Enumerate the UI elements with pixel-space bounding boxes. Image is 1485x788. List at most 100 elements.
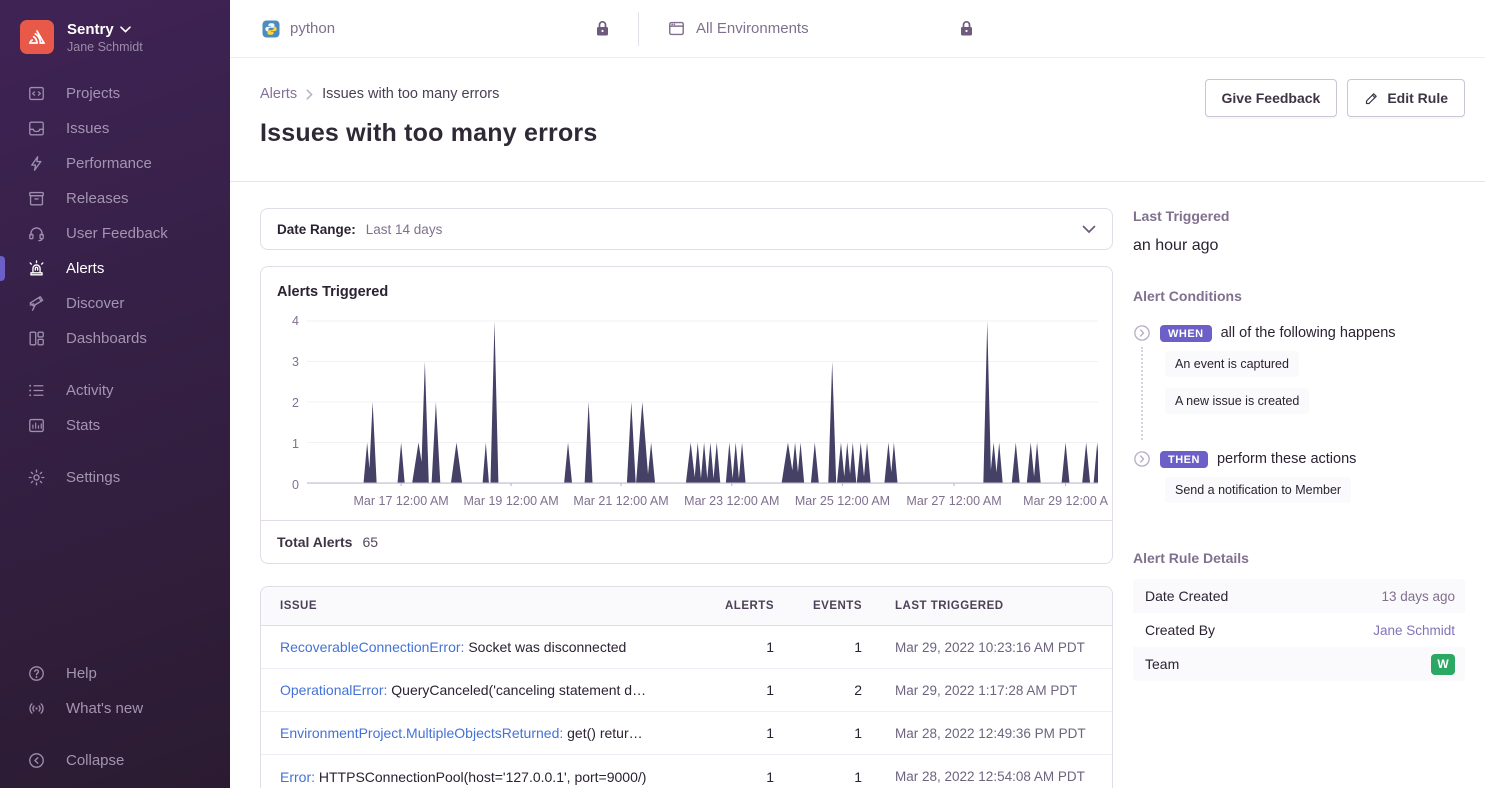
total-alerts-value: 65 <box>362 534 379 550</box>
breadcrumb-alerts-link[interactable]: Alerts <box>260 86 298 102</box>
then-badge: THEN <box>1160 450 1208 468</box>
pencil-icon <box>1364 91 1379 106</box>
sentry-logo-icon[interactable] <box>20 20 54 54</box>
last-triggered-value: Mar 29, 2022 10:23:16 AM PDT <box>895 639 1085 655</box>
give-feedback-button[interactable]: Give Feedback <box>1204 79 1338 117</box>
sidebar-item-label: Collapse <box>66 752 125 769</box>
table-row: RecoverableConnectionError: Socket was d… <box>261 626 1112 669</box>
chart-x-tick-label: Mar 25 12:00 AM <box>794 494 891 508</box>
date-range-label: Date Range: <box>277 221 356 237</box>
environment-selector[interactable]: All Environments <box>667 19 809 38</box>
sidebar-item-dashboards[interactable]: Dashboards <box>0 321 230 356</box>
org-identity: Sentry Jane Schmidt <box>67 21 143 54</box>
org-switcher[interactable]: Sentry Jane Schmidt <box>0 0 230 72</box>
settings-gear-icon <box>27 468 46 487</box>
sidebar-item-alerts[interactable]: Alerts <box>0 251 230 286</box>
sidebar-item-label: Releases <box>66 190 129 207</box>
events-count: 2 <box>854 682 862 698</box>
chart-y-tick-label: 0 <box>292 478 299 492</box>
breadcrumb: Alerts Issues with too many errors <box>260 86 1465 102</box>
column-last-triggered: LAST TRIGGERED <box>895 600 1004 612</box>
last-triggered-relative: an hour ago <box>1133 237 1219 254</box>
table-row: Error: HTTPSConnectionPool(host='127.0.0… <box>261 755 1112 788</box>
sidebar-item-projects[interactable]: Projects <box>0 76 230 111</box>
org-name: Sentry <box>67 20 114 38</box>
sidebar-item-discover[interactable]: Discover <box>0 286 230 321</box>
project-lock-icon <box>595 20 610 37</box>
alert-rule-details-heading: Alert Rule Details <box>1133 550 1249 566</box>
column-issue: ISSUE <box>280 600 318 612</box>
sidebar-item-label: Performance <box>66 155 152 172</box>
topbar-divider <box>638 11 640 46</box>
sidebar-collapse-button[interactable]: Collapse <box>0 743 230 778</box>
sidebar-item-label: Stats <box>66 417 101 434</box>
edit-rule-label: Edit Rule <box>1387 90 1448 106</box>
total-alerts-label: Total Alerts <box>277 534 353 550</box>
chevron-down-icon <box>119 25 131 33</box>
topbar: python All Environments <box>230 0 1485 58</box>
alert-conditions-heading: Alert Conditions <box>1133 288 1242 304</box>
rule-detail-row: Created By Jane Schmidt <box>1133 613 1465 647</box>
page-header: Alerts Issues with too many errors Issue… <box>230 58 1485 182</box>
project-selector[interactable]: python <box>262 20 335 38</box>
stats-icon <box>27 416 46 435</box>
date-range-dropdown[interactable]: Date Range: Last 14 days <box>260 208 1113 250</box>
chart-x-tick-label: Mar 19 12:00 AM <box>463 494 559 508</box>
main-column: Date Range: Last 14 days Alerts Triggere… <box>260 208 1113 788</box>
sidebar-item-whats-new[interactable]: What's new <box>0 691 230 726</box>
project-name: python <box>290 20 336 37</box>
column-events: EVENTS <box>812 600 862 612</box>
sidebar-item-performance[interactable]: Performance <box>0 146 230 181</box>
then-text: perform these actions <box>1216 451 1357 467</box>
issue-description: QueryCanceled('canceling statement d… <box>387 682 647 698</box>
edit-rule-button[interactable]: Edit Rule <box>1347 79 1465 117</box>
last-triggered-value: Mar 29, 2022 1:17:28 AM PDT <box>895 682 1078 698</box>
rule-detail-row: Team W <box>1133 647 1465 681</box>
issue-description: Socket was disconnected <box>464 639 627 655</box>
team-badge[interactable]: W <box>1431 653 1455 675</box>
issues-icon <box>27 119 46 138</box>
chart-x-tick-label: Mar 23 12:00 AM <box>684 494 780 508</box>
issue-link[interactable]: Error: <box>280 768 315 785</box>
chevron-circle-icon[interactable] <box>1133 450 1151 468</box>
activity-icon <box>27 381 46 400</box>
sidebar-item-user-feedback[interactable]: User Feedback <box>0 216 230 251</box>
then-actions-list: Send a notification to Member <box>1141 477 1465 503</box>
sidebar-item-help[interactable]: Help <box>0 656 230 691</box>
last-triggered-value: Mar 28, 2022 12:49:36 PM PDT <box>895 725 1086 741</box>
last-triggered-value: Mar 28, 2022 12:54:08 AM PDT <box>895 769 1085 784</box>
sidebar-item-issues[interactable]: Issues <box>0 111 230 146</box>
releases-icon <box>27 189 46 208</box>
breadcrumb-current: Issues with too many errors <box>322 86 500 102</box>
detail-value: 13 days ago <box>1381 588 1455 604</box>
performance-icon <box>27 154 46 173</box>
issues-table: ISSUE ALERTS EVENTS LAST TRIGGERED Recov… <box>260 586 1113 788</box>
chevron-down-icon <box>1082 225 1096 234</box>
issue-link[interactable]: EnvironmentProject.MultipleObjectsReturn… <box>280 725 564 741</box>
events-count: 1 <box>854 768 862 785</box>
nav-section-gap <box>0 726 230 743</box>
when-condition-row: WHEN all of the following happens <box>1133 324 1465 342</box>
date-range-value: Last 14 days <box>365 221 443 237</box>
chart-y-tick-label: 1 <box>292 437 299 451</box>
sidebar-item-activity[interactable]: Activity <box>0 373 230 408</box>
issue-link[interactable]: RecoverableConnectionError: <box>280 639 465 655</box>
chart-x-tick-label: Mar 17 12:00 AM <box>353 494 449 508</box>
events-count: 1 <box>854 639 862 655</box>
issue-link[interactable]: OperationalError: <box>280 682 388 698</box>
table-row: OperationalError: QueryCanceled('canceli… <box>261 669 1112 712</box>
then-condition-row: THEN perform these actions <box>1133 450 1465 468</box>
sidebar-item-settings[interactable]: Settings <box>0 460 230 495</box>
user-feedback-icon <box>27 224 46 243</box>
chevron-circle-icon[interactable] <box>1133 324 1151 342</box>
header-actions: Give Feedback Edit Rule <box>1204 79 1465 117</box>
give-feedback-label: Give Feedback <box>1221 90 1321 106</box>
sidebar-item-releases[interactable]: Releases <box>0 181 230 216</box>
detail-label: Date Created <box>1145 588 1229 604</box>
sidebar-item-label: Settings <box>66 469 121 486</box>
sidebar-item-stats[interactable]: Stats <box>0 408 230 443</box>
total-alerts-row: Total Alerts 65 <box>261 520 1112 563</box>
alerts-chart: 0 1 2 3 4 <box>292 314 1098 492</box>
